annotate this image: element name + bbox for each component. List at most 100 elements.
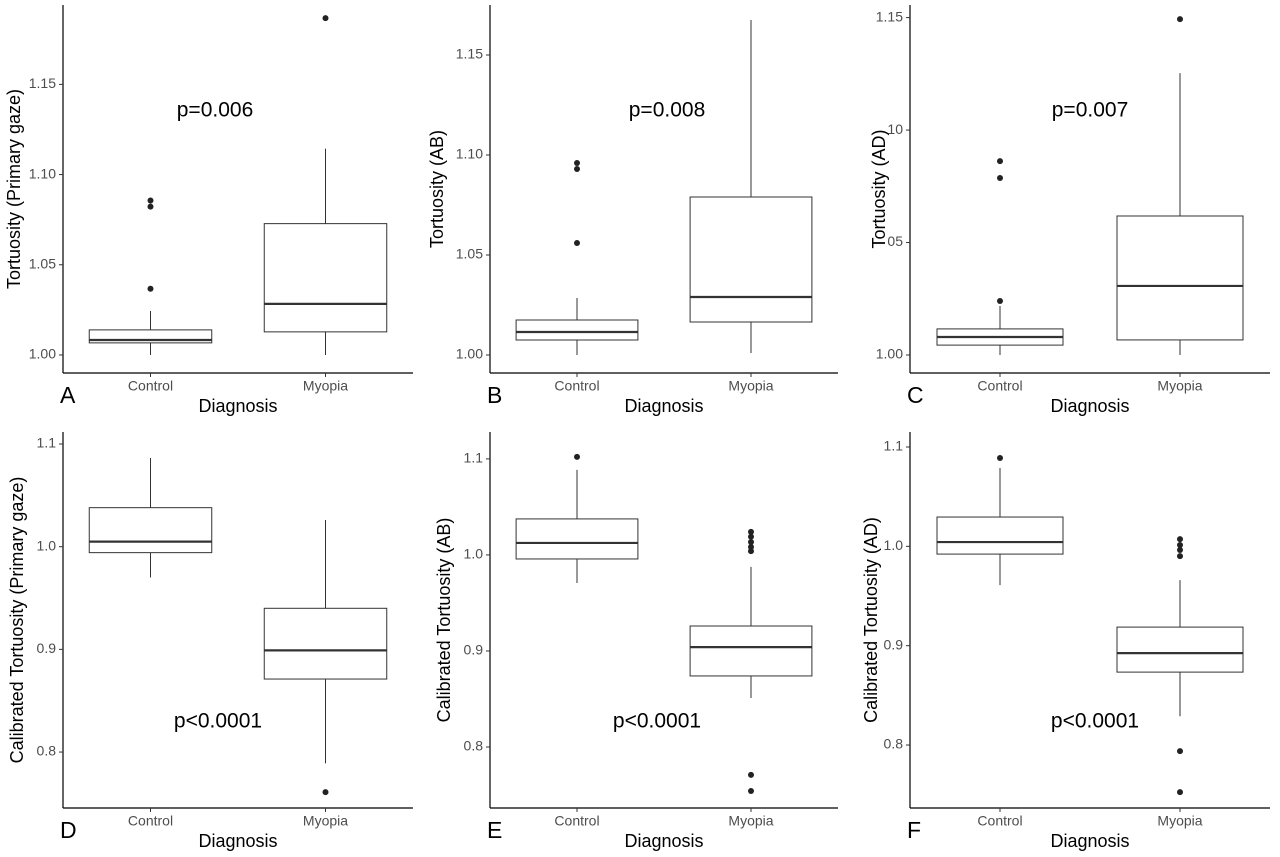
y-tick-label: 10	[887, 121, 903, 137]
y-axis-title: Calibrated Tortuosity (AB)	[434, 518, 454, 723]
x-tick-label: Myopia	[1157, 378, 1202, 394]
outlier	[1177, 542, 1183, 549]
outlier	[997, 158, 1003, 165]
y-tick-label: 1.00	[876, 346, 903, 362]
panel-label: E	[487, 817, 502, 843]
outlier	[1177, 748, 1183, 755]
y-tick-label: 0.9	[884, 636, 904, 652]
x-tick-label: Control	[128, 813, 173, 829]
y-tick-label: 1.00	[29, 346, 56, 362]
y-tick-label: 1.0	[464, 546, 484, 562]
outlier	[1177, 789, 1183, 796]
box	[88, 507, 213, 554]
outlier	[147, 203, 154, 210]
y-tick-label: 05	[887, 233, 903, 249]
x-tick-label: Control	[554, 813, 599, 829]
box	[263, 607, 388, 680]
outlier	[1177, 553, 1183, 560]
y-axis-title: Calibrated Tortuosity (AD)	[861, 517, 881, 723]
y-tick-label: 0.8	[37, 743, 57, 759]
box	[689, 625, 813, 677]
panel: 1.00 05 10 1.15 Control Myopia p=0.007 Diagnosi…	[869, 5, 1270, 416]
x-axis-title: Diagnosis	[1050, 396, 1129, 416]
outlier	[574, 453, 580, 460]
y-tick-label: 0.9	[464, 642, 484, 658]
panel-label: C	[907, 382, 924, 408]
outlier	[997, 455, 1003, 462]
x-tick-label: Myopia	[728, 378, 773, 394]
x-tick-label: Myopia	[1157, 813, 1202, 829]
x-tick-label: Control	[977, 378, 1022, 394]
y-tick-label: 1.05	[29, 255, 56, 271]
y-tick-label: 1.0	[37, 537, 57, 553]
outlier	[748, 788, 754, 795]
box	[515, 319, 639, 341]
x-tick-label: Control	[554, 378, 599, 394]
y-tick-label: 1.10	[456, 146, 483, 162]
x-tick-label: Myopia	[728, 813, 773, 829]
outlier	[997, 174, 1003, 181]
y-axis-title: Tortuosity (AB)	[427, 130, 447, 248]
outlier	[748, 548, 754, 555]
y-tick-label: 1.10	[29, 165, 56, 181]
y-tick-label: 1.15	[876, 8, 903, 24]
outlier	[748, 528, 754, 535]
y-tick-label: 0.8	[464, 738, 484, 754]
outlier	[748, 771, 754, 778]
panel-label: B	[487, 382, 502, 408]
outlier	[997, 298, 1003, 305]
x-axis-title: Diagnosis	[624, 831, 703, 851]
annotation: p<0.0001	[174, 710, 262, 733]
panel: 0.8 0.9 1.0 1.1 Control Myopia p<0.0001 Diagnos…	[434, 432, 838, 851]
box	[515, 518, 639, 560]
y-tick-label: 1.00	[456, 346, 483, 362]
panel: 0.8 0.9 1.0 1.1 Control Myopia p<0.0001 Diagnos…	[7, 432, 413, 851]
annotation: p<0.0001	[1051, 710, 1139, 733]
box	[689, 196, 813, 323]
outlier	[574, 240, 580, 246]
box	[1116, 215, 1244, 341]
outlier	[748, 543, 754, 550]
y-tick-label: 0.9	[37, 640, 57, 656]
annotation: p=0.007	[1052, 99, 1129, 122]
box	[936, 516, 1064, 555]
y-tick-label: 1.05	[456, 246, 483, 262]
outlier	[322, 15, 329, 22]
outlier	[1177, 547, 1183, 554]
box	[263, 223, 388, 333]
outlier	[147, 285, 154, 292]
y-tick-label: 0.8	[884, 736, 904, 752]
outlier	[574, 166, 580, 172]
panel: 1.00 1.05 1.10 1.15 Control Myopia p=0.008 Diag…	[427, 5, 838, 416]
x-axis-title: Diagnosis	[1050, 831, 1129, 851]
outlier	[574, 160, 580, 166]
x-axis-title: Diagnosis	[198, 396, 277, 416]
y-tick-label: 1.1	[464, 450, 484, 466]
y-tick-label: 1.15	[29, 75, 56, 91]
x-tick-label: Control	[977, 813, 1022, 829]
outlier	[147, 197, 154, 204]
y-tick-label: 1.15	[456, 46, 483, 62]
panel: 1.00 1.05 1.10 1.15 Control Myopia p=0.006 Diag…	[4, 5, 413, 416]
y-tick-label: 1.1	[37, 435, 57, 451]
outlier	[322, 789, 329, 796]
annotation: p=0.006	[177, 99, 254, 122]
outlier	[1177, 536, 1183, 543]
outlier	[748, 538, 754, 545]
annotation: p<0.0001	[613, 710, 701, 733]
annotation: p=0.008	[629, 99, 706, 122]
x-tick-label: Control	[128, 378, 173, 394]
panel-label: F	[907, 817, 921, 843]
y-axis-title: Calibrated Tortuosity (Primary gaze)	[7, 477, 27, 764]
x-tick-label: Myopia	[303, 813, 348, 829]
x-axis-title: Diagnosis	[198, 831, 277, 851]
panel: 0.8 0.9 1.0 1.1 Control Myopia p<0.0001 Diagnos…	[861, 432, 1270, 851]
x-axis-title: Diagnosis	[624, 396, 703, 416]
x-tick-label: Myopia	[303, 378, 348, 394]
box	[1116, 626, 1244, 673]
y-tick-label: 1.0	[884, 537, 904, 553]
panel-label: A	[60, 382, 76, 408]
y-tick-label: 1.1	[884, 438, 904, 454]
y-axis-title: Tortuosity (AD)	[869, 129, 889, 248]
